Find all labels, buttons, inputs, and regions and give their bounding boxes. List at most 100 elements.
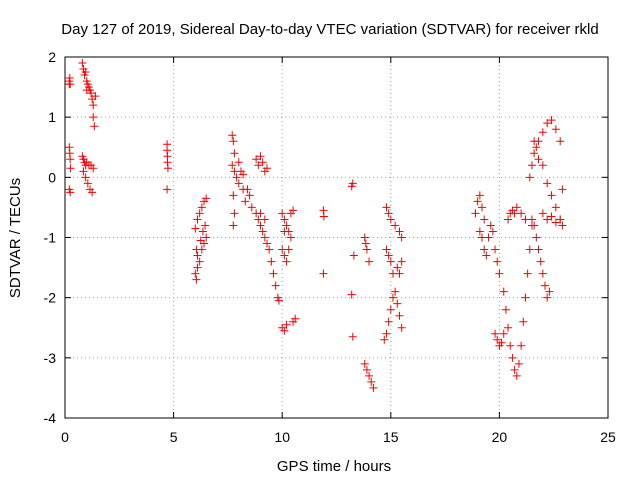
data-point — [280, 251, 289, 260]
data-point — [66, 188, 75, 197]
data-point — [228, 161, 237, 170]
data-point — [486, 221, 495, 230]
data-point — [386, 305, 395, 314]
data-point — [245, 191, 254, 200]
data-point — [267, 257, 276, 266]
data-point — [278, 209, 287, 218]
data-point — [282, 257, 291, 266]
data-point — [234, 158, 243, 167]
data-point — [81, 173, 90, 182]
data-point — [280, 326, 289, 335]
data-point — [551, 125, 560, 134]
x-tick-label: 0 — [61, 429, 69, 445]
data-point — [262, 239, 271, 248]
data-point — [510, 365, 519, 374]
data-point — [254, 161, 263, 170]
data-point — [280, 215, 289, 224]
data-point — [195, 257, 204, 266]
data-point — [196, 236, 205, 245]
data-point — [386, 215, 395, 224]
data-point — [530, 137, 539, 146]
data-point — [282, 320, 291, 329]
data-point — [360, 233, 369, 242]
data-point — [543, 215, 552, 224]
data-point — [89, 113, 98, 122]
data-point — [229, 221, 238, 230]
data-point — [391, 287, 400, 296]
data-point — [395, 269, 404, 278]
data-point — [471, 209, 480, 218]
data-point — [361, 239, 370, 248]
data-point — [527, 215, 536, 224]
data-point — [475, 191, 484, 200]
y-tick-label: -3 — [44, 350, 57, 366]
data-point — [369, 383, 378, 392]
data-point — [538, 128, 547, 137]
data-point — [382, 329, 391, 338]
data-point — [493, 257, 502, 266]
data-point — [280, 227, 289, 236]
data-point — [360, 359, 369, 368]
data-point — [319, 212, 328, 221]
data-point — [365, 371, 374, 380]
data-point — [202, 194, 211, 203]
data-point — [260, 215, 269, 224]
data-point — [79, 167, 88, 176]
data-point — [282, 221, 291, 230]
data-point — [262, 164, 271, 173]
y-axis-label: SDTVAR / TECUs — [7, 178, 24, 298]
data-point — [551, 218, 560, 227]
data-point — [499, 329, 508, 338]
data-point — [163, 164, 172, 173]
data-point — [256, 221, 265, 230]
data-point — [386, 257, 395, 266]
data-point — [495, 269, 504, 278]
data-point — [395, 311, 404, 320]
data-point — [163, 185, 172, 194]
data-point — [395, 227, 404, 236]
data-point — [501, 305, 510, 314]
x-tick-label: 5 — [170, 429, 178, 445]
data-point — [289, 206, 298, 215]
data-point — [547, 116, 556, 125]
data-point — [193, 263, 202, 272]
data-point — [348, 179, 357, 188]
data-point — [517, 341, 526, 350]
data-point — [525, 245, 534, 254]
data-point — [484, 233, 493, 242]
data-point — [532, 233, 541, 242]
data-point — [197, 203, 206, 212]
data-point — [384, 251, 393, 260]
data-point — [393, 263, 402, 272]
data-point — [89, 101, 98, 110]
data-point — [388, 293, 397, 302]
data-point — [365, 257, 374, 266]
x-axis-label: GPS time / hours — [277, 458, 391, 475]
data-point — [541, 281, 550, 290]
data-point — [480, 245, 489, 254]
data-point — [274, 296, 283, 305]
data-point — [349, 251, 358, 260]
data-point — [534, 155, 543, 164]
data-point — [230, 149, 239, 158]
data-point — [197, 245, 206, 254]
data-point — [504, 215, 513, 224]
data-point — [228, 131, 237, 140]
data-point — [382, 203, 391, 212]
data-point — [239, 170, 248, 179]
x-tick-label: 20 — [492, 429, 508, 445]
data-point — [66, 164, 75, 173]
data-point — [243, 185, 252, 194]
data-point — [271, 281, 280, 290]
data-point — [362, 245, 371, 254]
data-point — [347, 290, 356, 299]
data-point — [367, 377, 376, 386]
data-point — [91, 92, 100, 101]
data-point — [530, 149, 539, 158]
data-point — [536, 257, 545, 266]
data-point — [491, 245, 500, 254]
data-point — [82, 86, 91, 95]
y-tick-label: -2 — [44, 290, 57, 306]
data-point — [558, 185, 567, 194]
